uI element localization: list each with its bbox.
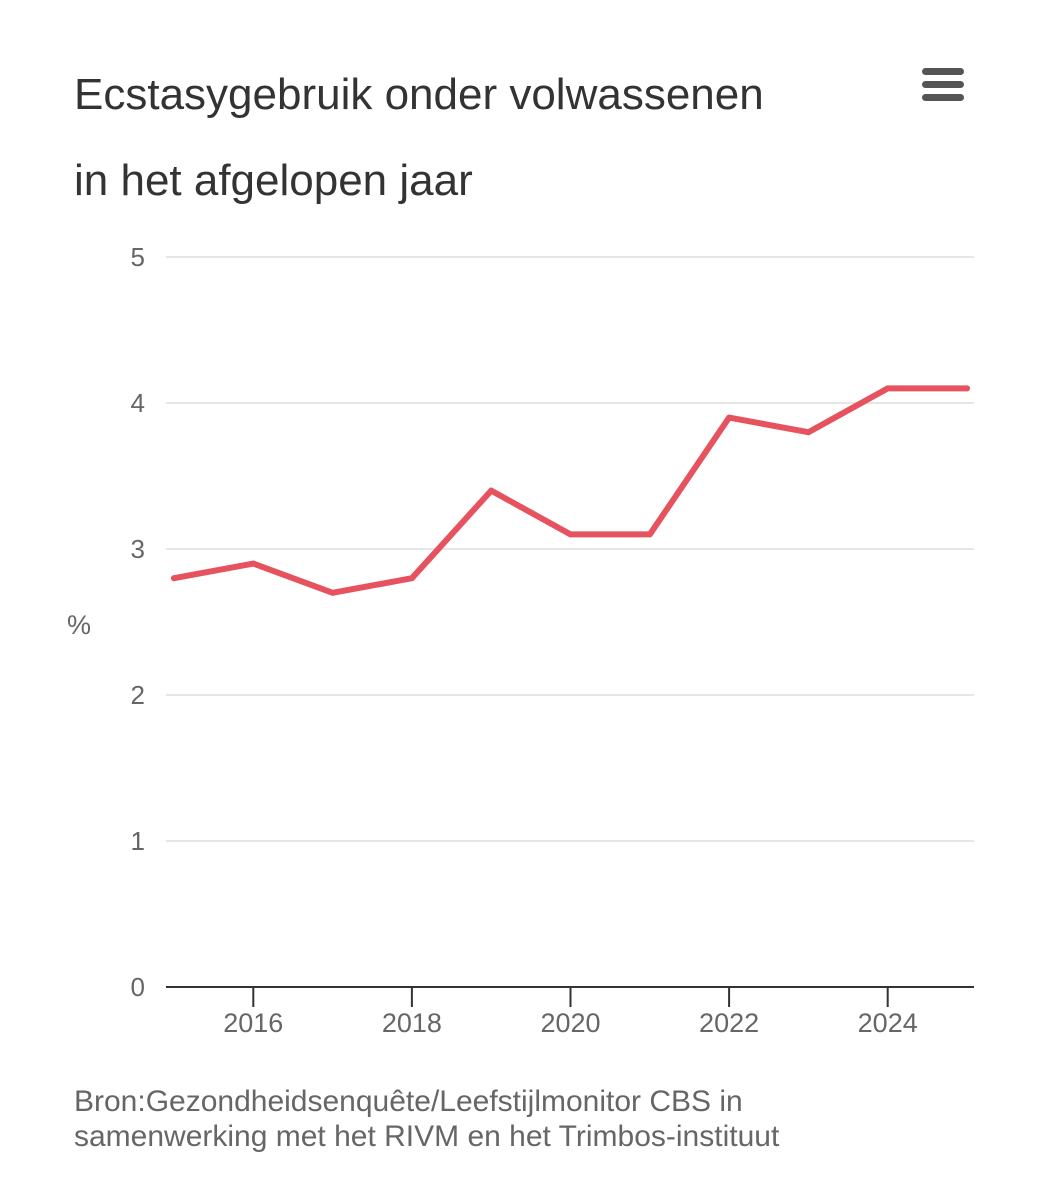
data-point[interactable] (488, 487, 495, 494)
y-tick-label: 4 (131, 388, 145, 418)
x-tick-label: 2022 (699, 1008, 759, 1038)
menu-bar-bottom (922, 94, 964, 101)
data-point[interactable] (884, 385, 891, 392)
chart-title-line-1: Ecstasygebruik onder volwassenen (74, 70, 764, 119)
series (171, 385, 970, 596)
source-line-1: Bron:Gezondheidsenquête/Leefstijlmonitor… (74, 1085, 743, 1118)
hamburger-menu-icon[interactable] (918, 64, 968, 108)
data-point[interactable] (805, 429, 812, 436)
data-point[interactable] (250, 560, 257, 567)
y-tick-label: 2 (131, 680, 145, 710)
x-tick-label: 2020 (540, 1008, 600, 1038)
y-tick-label: 5 (131, 242, 145, 272)
data-point[interactable] (171, 575, 177, 582)
x-tick-label: 2016 (223, 1008, 283, 1038)
y-axis-ticks: 0 1 2 3 4 5 (131, 242, 145, 1002)
menu-bar-middle (922, 81, 964, 88)
data-point[interactable] (726, 414, 733, 421)
menu-bar-top (922, 68, 964, 75)
y-tick-label: 3 (131, 534, 145, 564)
y-tick-label: 0 (131, 972, 145, 1002)
x-axis: 2016 2018 2020 2022 2024 (166, 986, 974, 1038)
source-line-2: samenwerking met het RIVM en het Trimbos… (74, 1120, 780, 1153)
y-axis-label: % (67, 610, 91, 640)
source-caption: Bron:Gezondheidsenquête/Leefstijlmonitor… (74, 1084, 974, 1154)
data-point[interactable] (964, 385, 970, 392)
data-point[interactable] (646, 531, 653, 538)
x-tick-label: 2018 (382, 1008, 442, 1038)
chart-title: Ecstasygebruik onder volwassenen in het … (74, 52, 894, 224)
gridlines (166, 256, 974, 842)
chart-title-line-2: in het afgelopen jaar (74, 156, 473, 205)
data-point[interactable] (329, 589, 336, 596)
series-line-0[interactable] (171, 385, 970, 596)
x-tick-label: 2024 (858, 1008, 918, 1038)
line-chart: 0 1 2 3 4 5 % 2016 2018 2020 2022 2024 (67, 242, 974, 1038)
y-tick-label: 1 (131, 826, 145, 856)
data-point[interactable] (408, 575, 415, 582)
data-point[interactable] (567, 531, 574, 538)
